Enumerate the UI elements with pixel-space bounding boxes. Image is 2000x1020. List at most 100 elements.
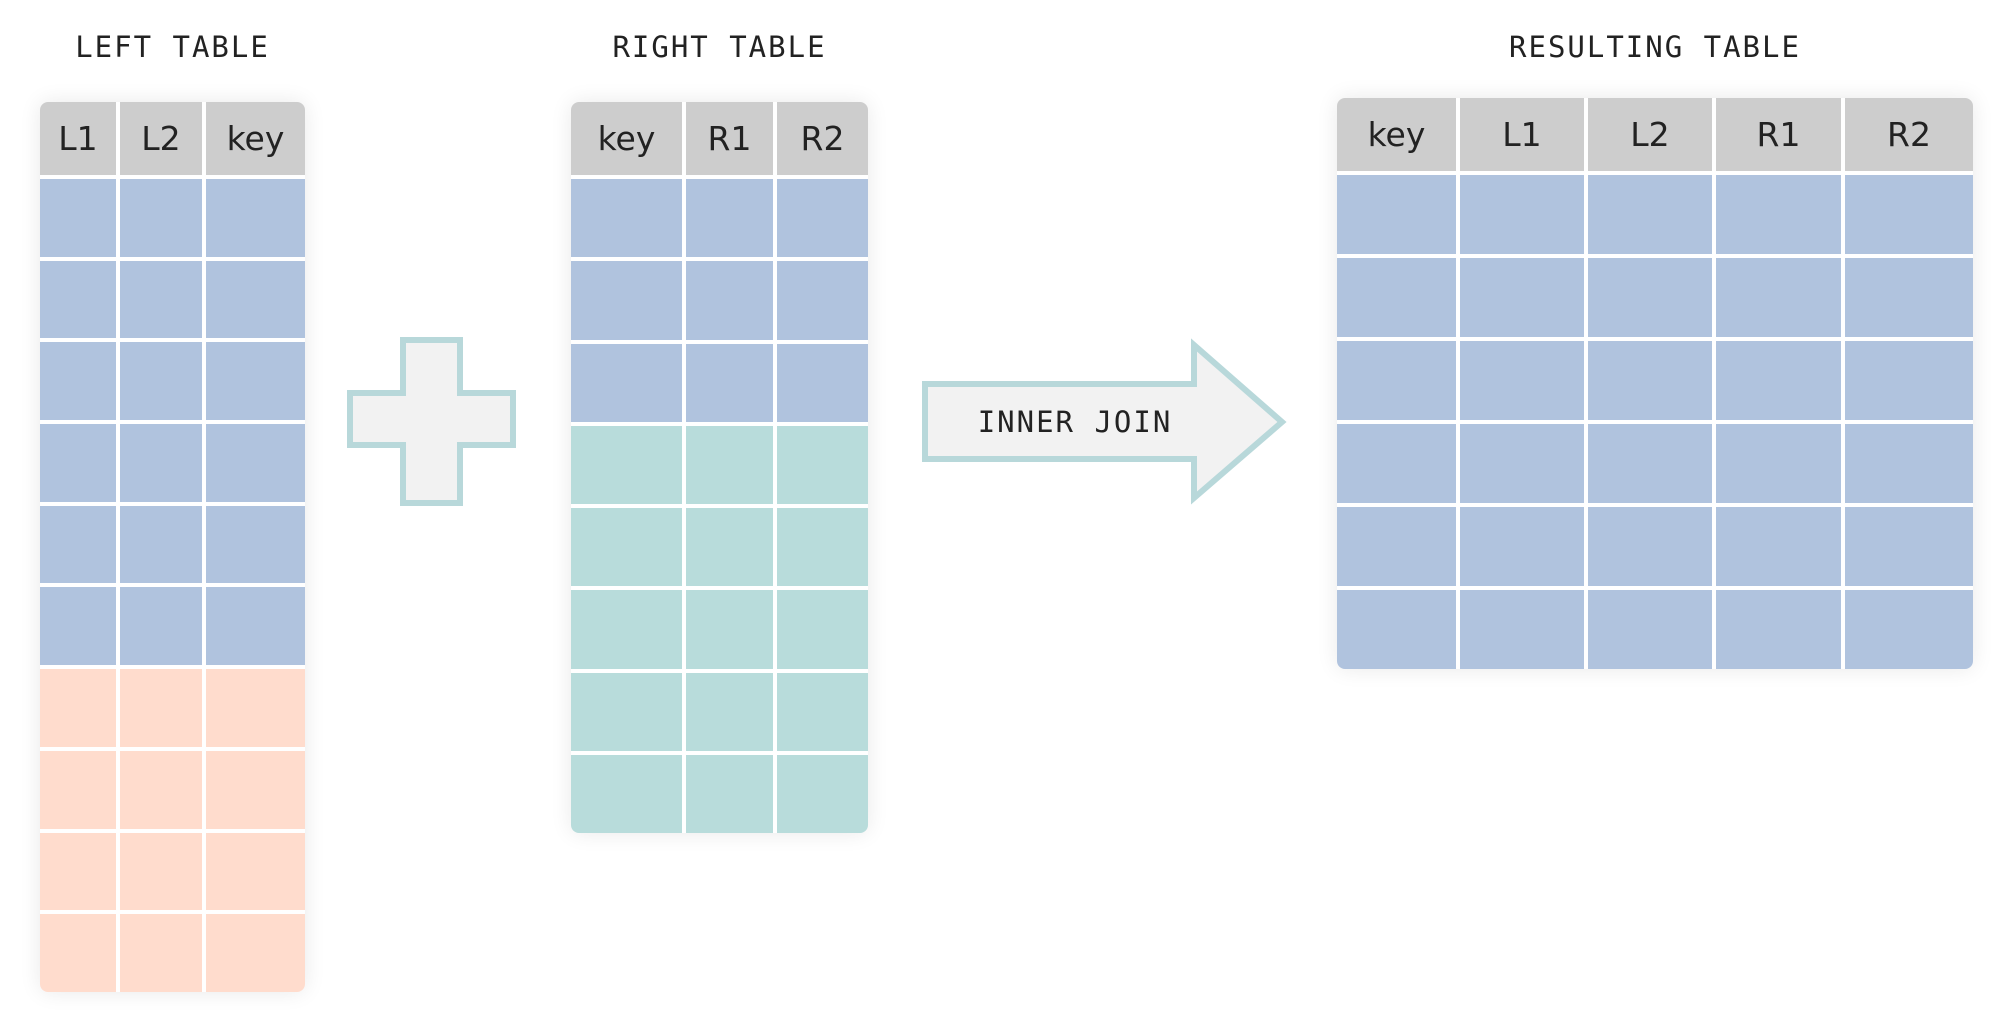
result-table-title: RESULTING TABLE bbox=[1509, 30, 1801, 64]
table-cell bbox=[1716, 590, 1841, 669]
column-header: key bbox=[571, 102, 682, 175]
column-header: key bbox=[206, 102, 305, 175]
table-cell bbox=[120, 424, 202, 502]
column-header: L2 bbox=[120, 102, 202, 175]
table-cell bbox=[777, 508, 868, 587]
table-cell bbox=[1337, 424, 1456, 503]
table-cell bbox=[1845, 424, 1973, 503]
table-cell bbox=[686, 754, 773, 833]
table-cell bbox=[571, 343, 682, 422]
table-cell bbox=[40, 914, 116, 992]
table-cell bbox=[40, 669, 116, 747]
table-cell bbox=[120, 750, 202, 829]
table-cell bbox=[1460, 507, 1584, 586]
table-cell bbox=[1460, 175, 1584, 254]
table-cell bbox=[571, 179, 682, 258]
table-cell bbox=[777, 672, 868, 751]
left-table: L1 L2 key bbox=[40, 102, 305, 992]
table-cell bbox=[206, 914, 305, 992]
table-cell bbox=[686, 508, 773, 587]
table-cell bbox=[40, 179, 116, 257]
table-cell bbox=[120, 832, 202, 911]
left-table-title: LEFT TABLE bbox=[75, 30, 270, 64]
table-cell bbox=[1337, 507, 1456, 586]
table-cell bbox=[120, 179, 202, 257]
table-cell bbox=[1716, 507, 1841, 586]
table-cell bbox=[571, 261, 682, 340]
table-cell bbox=[120, 260, 202, 339]
table-cell bbox=[120, 914, 202, 992]
table-cell bbox=[40, 832, 116, 911]
table-cell bbox=[1588, 507, 1712, 586]
table-cell bbox=[120, 669, 202, 747]
table-cell bbox=[777, 590, 868, 669]
table-cell bbox=[206, 505, 305, 584]
table-cell bbox=[1716, 258, 1841, 337]
table-cell bbox=[1845, 175, 1973, 254]
table-cell bbox=[1460, 341, 1584, 420]
result-table: key L1 L2 R1 R2 bbox=[1337, 98, 1973, 669]
inner-join-label: INNER JOIN bbox=[977, 405, 1173, 439]
table-cell bbox=[206, 260, 305, 339]
table-cell bbox=[40, 505, 116, 584]
table-cell bbox=[571, 590, 682, 669]
plus-icon bbox=[347, 337, 516, 506]
table-cell bbox=[40, 587, 116, 666]
table-cell bbox=[1337, 258, 1456, 337]
table-cell bbox=[1588, 175, 1712, 254]
table-cell bbox=[571, 508, 682, 587]
table-cell bbox=[1716, 341, 1841, 420]
table-cell bbox=[1588, 424, 1712, 503]
table-cell bbox=[1588, 258, 1712, 337]
table-cell bbox=[686, 590, 773, 669]
table-cell bbox=[206, 342, 305, 421]
table-cell bbox=[40, 750, 116, 829]
table-cell bbox=[686, 425, 773, 504]
table-cell bbox=[686, 672, 773, 751]
column-header: L1 bbox=[1460, 98, 1584, 171]
column-header: L2 bbox=[1588, 98, 1712, 171]
table-cell bbox=[1460, 258, 1584, 337]
table-cell bbox=[40, 260, 116, 339]
table-cell bbox=[40, 424, 116, 502]
column-header: key bbox=[1337, 98, 1456, 171]
table-cell bbox=[206, 832, 305, 911]
column-header: R1 bbox=[686, 102, 773, 175]
table-cell bbox=[1337, 341, 1456, 420]
table-cell bbox=[777, 261, 868, 340]
table-cell bbox=[1460, 424, 1584, 503]
table-cell bbox=[120, 342, 202, 421]
table-cell bbox=[1337, 175, 1456, 254]
table-cell bbox=[1588, 341, 1712, 420]
arrow-right-icon bbox=[922, 338, 1287, 505]
table-cell bbox=[206, 587, 305, 666]
right-table: key R1 R2 bbox=[571, 102, 868, 833]
table-cell bbox=[777, 343, 868, 422]
column-header: R1 bbox=[1716, 98, 1841, 171]
table-cell bbox=[777, 179, 868, 258]
table-cell bbox=[206, 669, 305, 747]
table-cell bbox=[120, 505, 202, 584]
column-header: L1 bbox=[40, 102, 116, 175]
table-cell bbox=[1845, 590, 1973, 669]
table-cell bbox=[206, 179, 305, 257]
table-cell bbox=[1588, 590, 1712, 669]
table-cell bbox=[1845, 507, 1973, 586]
table-cell bbox=[686, 179, 773, 258]
table-cell bbox=[571, 754, 682, 833]
table-cell bbox=[777, 754, 868, 833]
table-cell bbox=[571, 672, 682, 751]
table-cell bbox=[1716, 175, 1841, 254]
table-cell bbox=[571, 425, 682, 504]
table-cell bbox=[1845, 341, 1973, 420]
table-cell bbox=[120, 587, 202, 666]
table-cell bbox=[1845, 258, 1973, 337]
table-cell bbox=[777, 425, 868, 504]
table-cell bbox=[686, 343, 773, 422]
column-header: R2 bbox=[777, 102, 868, 175]
table-cell bbox=[1460, 590, 1584, 669]
table-cell bbox=[206, 750, 305, 829]
table-cell bbox=[686, 261, 773, 340]
table-cell bbox=[206, 424, 305, 502]
table-cell bbox=[1716, 424, 1841, 503]
